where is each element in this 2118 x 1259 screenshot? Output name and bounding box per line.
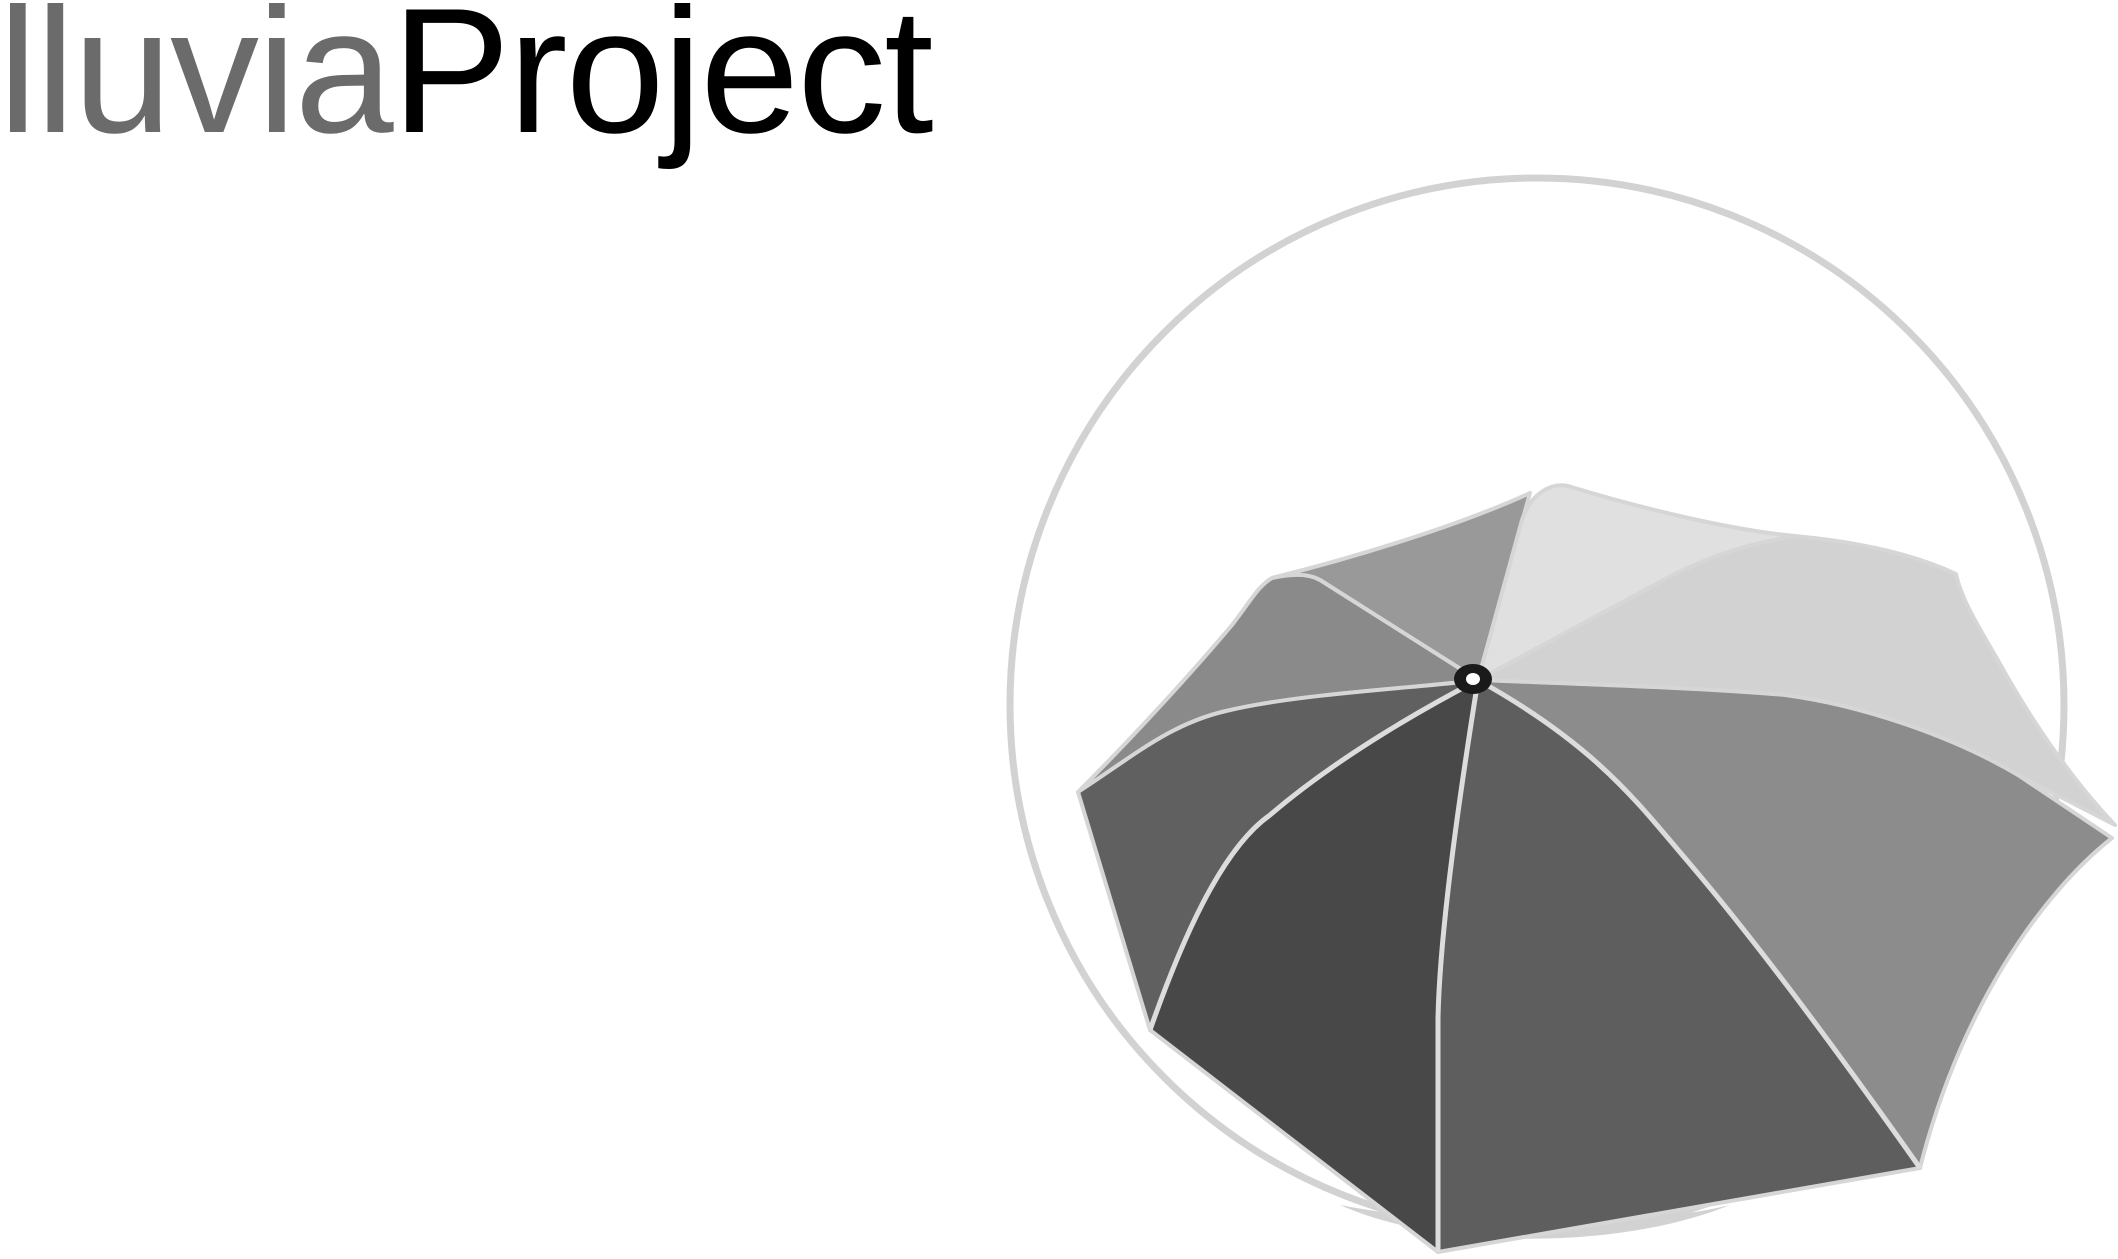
umbrella-ferrule-highlight — [1466, 673, 1480, 685]
umbrella-rib-left — [1147, 677, 1480, 1031]
umbrella-rib-right — [1476, 677, 1923, 1170]
logo-text-project: Project — [391, 0, 934, 170]
logo-text-lluvia: lluvia — [0, 0, 394, 170]
logo-wordmark: lluviaProject — [0, 0, 934, 160]
umbrella-icon — [1076, 483, 2117, 1254]
umbrella-rib-front — [1435, 679, 1481, 1252]
